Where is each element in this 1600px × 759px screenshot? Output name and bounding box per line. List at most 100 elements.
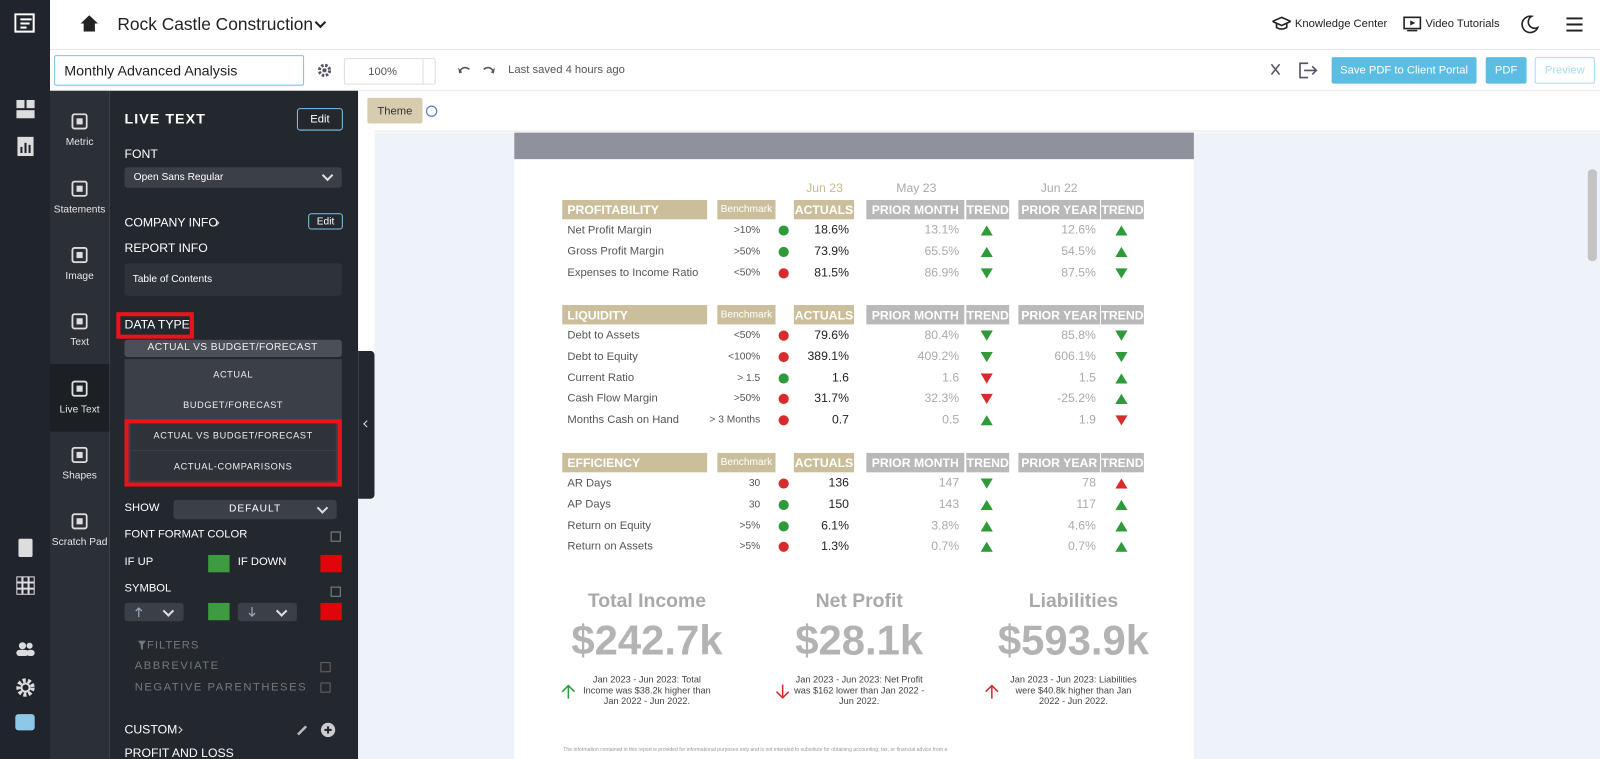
benchmark: >10% bbox=[733, 224, 761, 236]
summary-title: Net Profit bbox=[815, 590, 903, 613]
data-type-select[interactable]: ACTUAL VS BUDGET/FORECAST bbox=[124, 339, 342, 358]
knowledge-center[interactable]: Knowledge Center bbox=[1294, 18, 1388, 31]
prior-year: 85.8% bbox=[1061, 327, 1096, 342]
company-name[interactable]: Rock Castle Construction bbox=[117, 14, 314, 34]
scrollbar[interactable] bbox=[1587, 169, 1597, 262]
tool-icon[interactable] bbox=[71, 246, 88, 264]
report-name: Monthly Advanced Analysis bbox=[64, 62, 238, 79]
summary-arrow bbox=[985, 684, 999, 699]
tool-label[interactable]: Shapes bbox=[62, 470, 97, 482]
report-icon[interactable] bbox=[17, 136, 34, 157]
report-info-box[interactable]: Table of Contents bbox=[124, 263, 342, 296]
filters-label[interactable]: FILTERS bbox=[146, 639, 200, 652]
column-header: PRIOR MONTH bbox=[866, 452, 965, 473]
tool-label[interactable]: Metric bbox=[65, 136, 94, 149]
home-icon[interactable] bbox=[80, 15, 98, 32]
trend-arrow bbox=[1115, 246, 1128, 257]
gear-icon[interactable] bbox=[317, 63, 332, 78]
dashboard-icon[interactable] bbox=[16, 99, 35, 119]
tool-icon[interactable] bbox=[71, 513, 88, 530]
checkbox[interactable] bbox=[330, 586, 341, 597]
tool-label[interactable]: Image bbox=[65, 270, 94, 282]
report-page: Jun 23 May 23 Jun 22 PROFITABILITY Benchmark… bbox=[514, 132, 1194, 759]
prior-month: 0.5 bbox=[942, 412, 960, 427]
company-chevron[interactable] bbox=[314, 16, 327, 29]
checkbox[interactable] bbox=[320, 662, 331, 673]
prior-year: 78 bbox=[1082, 475, 1096, 490]
select-chevron bbox=[275, 605, 288, 617]
benchmark: >50% bbox=[733, 393, 761, 405]
video-tutorials[interactable]: Video Tutorials bbox=[1425, 18, 1500, 31]
actual: 73.9% bbox=[814, 243, 849, 258]
menu-icon[interactable] bbox=[1566, 17, 1583, 32]
pencil-icon[interactable] bbox=[296, 724, 308, 736]
menu-option[interactable]: ACTUAL VS BUDGET/FORECAST bbox=[130, 420, 336, 450]
report-name-input[interactable]: Monthly Advanced Analysis bbox=[54, 55, 305, 86]
font-label: FONT bbox=[124, 147, 158, 162]
font-select[interactable]: Open Sans Regular bbox=[124, 167, 342, 188]
profit-and-loss-label[interactable]: PROFIT AND LOSS bbox=[124, 745, 234, 759]
trend-arrow bbox=[1115, 225, 1128, 236]
tool-label[interactable]: Scratch Pad bbox=[51, 536, 108, 549]
tool-icon[interactable] bbox=[71, 313, 88, 330]
panel-title: LIVE TEXT bbox=[124, 110, 206, 127]
trend-arrow bbox=[980, 246, 993, 257]
prior-year: 4.6% bbox=[1068, 517, 1096, 533]
edit-button[interactable]: Edit bbox=[296, 108, 343, 131]
up-color-swatch[interactable] bbox=[208, 554, 230, 573]
triangle bbox=[1115, 372, 1128, 384]
symbol-label: SYMBOL bbox=[124, 582, 172, 595]
help-icon[interactable] bbox=[425, 105, 438, 117]
menu-option[interactable]: BUDGET/FORECAST bbox=[183, 399, 284, 410]
checkbox[interactable] bbox=[320, 682, 331, 693]
benchmark: 30 bbox=[748, 498, 761, 511]
checkbox[interactable] bbox=[330, 531, 341, 542]
undo-redo[interactable] bbox=[458, 65, 495, 75]
add-icon[interactable] bbox=[320, 722, 336, 738]
users-icon[interactable] bbox=[15, 642, 35, 656]
tool-icon[interactable] bbox=[71, 380, 88, 397]
prior-year: 87.5% bbox=[1061, 264, 1096, 280]
book-icon[interactable] bbox=[18, 538, 33, 558]
menu-option[interactable]: ACTUAL-COMPARISONS bbox=[130, 450, 336, 481]
tool-label[interactable]: Text bbox=[70, 336, 89, 349]
trend-arrow bbox=[980, 520, 993, 532]
status-dot bbox=[778, 478, 789, 489]
formula-icon[interactable] bbox=[1269, 62, 1285, 78]
menu-option[interactable]: ACTUAL bbox=[213, 368, 254, 379]
pdf-button[interactable]: PDF bbox=[1485, 57, 1527, 84]
settings-icon[interactable] bbox=[15, 677, 35, 697]
tool-label[interactable]: Statements bbox=[53, 204, 106, 216]
down-color-swatch[interactable] bbox=[320, 554, 342, 573]
up-symbol-select[interactable] bbox=[124, 602, 184, 622]
triangle bbox=[1115, 225, 1128, 236]
prior-month: 65.5% bbox=[924, 243, 960, 258]
video-icon bbox=[1403, 16, 1422, 32]
tool-icon[interactable] bbox=[71, 180, 88, 197]
grid-icon[interactable] bbox=[16, 576, 35, 595]
preview-button[interactable]: Preview bbox=[1534, 57, 1595, 84]
dark-mode-icon[interactable] bbox=[1520, 15, 1539, 34]
down-symbol-select[interactable] bbox=[237, 602, 297, 622]
sync-badge[interactable] bbox=[15, 714, 35, 731]
show-select[interactable]: DEFAULT bbox=[173, 499, 337, 520]
down-symbol bbox=[248, 606, 256, 618]
tool-icon[interactable] bbox=[71, 113, 88, 130]
zoom-input[interactable]: 100% bbox=[343, 58, 436, 85]
up-color-swatch[interactable] bbox=[208, 602, 230, 621]
collapse-tab[interactable] bbox=[358, 350, 375, 499]
edit-company-button[interactable]: Edit bbox=[308, 213, 343, 230]
custom-label[interactable]: CUSTOM bbox=[124, 722, 178, 737]
metric-name: AP Days bbox=[567, 498, 611, 511]
tool-label[interactable]: Live Text bbox=[59, 404, 100, 416]
theme-bar-edge bbox=[358, 90, 375, 351]
metric-name: Cash Flow Margin bbox=[567, 392, 658, 406]
theme-button[interactable]: Theme bbox=[367, 97, 423, 124]
save-portal-button[interactable]: Save PDF to Client Portal bbox=[1331, 57, 1477, 84]
company-info[interactable]: COMPANY INFO bbox=[124, 215, 218, 230]
down-color-swatch[interactable] bbox=[320, 602, 342, 621]
tool-icon[interactable] bbox=[71, 446, 88, 464]
trend-arrow bbox=[980, 499, 993, 510]
prior-month: 147 bbox=[938, 475, 960, 490]
export-icon[interactable] bbox=[1298, 62, 1318, 79]
